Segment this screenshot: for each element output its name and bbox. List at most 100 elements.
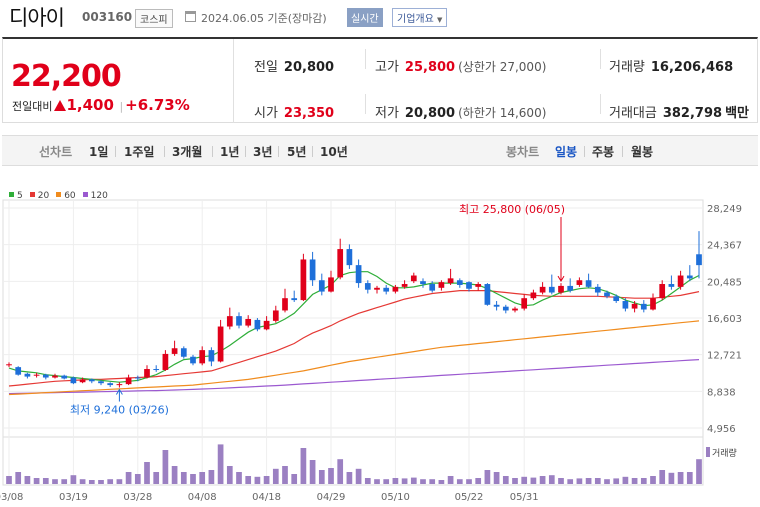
high-label: 고가 — [375, 60, 399, 75]
candle-body — [346, 249, 353, 266]
volume-bar — [493, 472, 500, 484]
period-1y[interactable]: 1년 — [220, 145, 240, 159]
company-info-button[interactable]: 기업개요 ▼ — [392, 8, 448, 27]
period-10y[interactable]: 10년 — [320, 145, 348, 159]
period-1w[interactable]: 1주일 — [124, 145, 155, 159]
y-tick-label: 24,367 — [707, 241, 742, 252]
volume-bar — [502, 476, 509, 484]
candle-body — [98, 381, 104, 384]
candle-body — [263, 320, 270, 330]
candle-body — [576, 280, 583, 285]
candle-body — [659, 284, 666, 299]
volume-bar — [604, 479, 610, 484]
candle-monthly[interactable]: 월봉 — [631, 145, 654, 159]
candle-body — [530, 292, 537, 299]
volume-bar — [208, 470, 215, 484]
volume-bar — [410, 477, 417, 484]
candle-body — [318, 280, 325, 292]
candle-body — [291, 298, 298, 301]
candle-body — [208, 350, 215, 362]
y-tick-label: 16,603 — [707, 314, 742, 325]
chart-legend: 5 20 60 120 — [9, 191, 115, 201]
volume-bar — [318, 470, 325, 484]
separator — [164, 146, 165, 157]
high-price: 고가 25,800 (상한가 27,000) — [375, 56, 546, 75]
separator: | — [119, 100, 124, 113]
divider — [365, 94, 366, 114]
low-label: 저가 — [375, 106, 399, 121]
volume-bar — [263, 476, 270, 484]
volume-bar — [631, 478, 638, 484]
volume-bar — [696, 459, 702, 484]
candle-body — [15, 367, 22, 375]
candle-body — [447, 278, 454, 284]
divider — [600, 49, 601, 69]
volume-bar — [521, 476, 528, 484]
trade-amount: 거래대금 382,798 백만 — [609, 102, 749, 121]
volume-bar — [364, 478, 371, 484]
volume-bar — [61, 479, 68, 484]
period-1d[interactable]: 1일 — [89, 145, 109, 159]
high-arrow-head — [557, 275, 565, 283]
period-3m[interactable]: 3개월 — [172, 145, 203, 159]
realtime-button[interactable]: 실시간 — [347, 8, 383, 27]
candle-body — [383, 287, 390, 292]
candle-body — [613, 296, 620, 302]
x-tick-label: 05/22 — [455, 492, 484, 503]
line-chart-label[interactable]: 선차트 — [39, 145, 73, 159]
candle-daily[interactable]: 일봉 — [555, 145, 578, 159]
volume-bar — [466, 479, 472, 484]
amount-label: 거래대금 — [609, 106, 657, 121]
volume-bar — [33, 478, 40, 484]
upper-limit: (상한가 27,000) — [458, 60, 547, 74]
x-tick-label: 03/28 — [123, 492, 152, 503]
candle-body — [24, 373, 31, 377]
candle-body — [502, 306, 509, 311]
market-badge: 코스피 — [135, 9, 173, 28]
volume-bar — [199, 472, 206, 484]
separator — [278, 146, 279, 157]
period-3y[interactable]: 3년 — [253, 145, 273, 159]
candle-body — [512, 308, 518, 311]
candle-body — [199, 350, 206, 364]
ma120-line — [8, 359, 700, 395]
candle-body — [640, 303, 647, 310]
volume-bar — [15, 472, 22, 484]
candle-body — [466, 282, 472, 289]
volume-bar — [355, 468, 362, 484]
base-date: 2024.06.05 기준(장마감) — [201, 12, 327, 25]
candle-body — [585, 280, 592, 287]
candle-body — [631, 303, 638, 309]
volume-bar — [567, 479, 574, 484]
volume-bar — [180, 472, 187, 484]
candle-body — [567, 285, 574, 291]
volume-bar — [107, 479, 114, 484]
separator — [115, 146, 116, 157]
volume-bar — [171, 466, 178, 484]
volume-bar — [401, 478, 408, 484]
candle-body — [401, 284, 408, 287]
candle-chart-label[interactable]: 봉차트 — [506, 145, 540, 159]
plot-frame — [2, 199, 704, 486]
volume-bar — [42, 478, 49, 484]
period-5y[interactable]: 5년 — [287, 145, 307, 159]
volume-bar — [217, 444, 224, 484]
volume-bar — [346, 472, 353, 484]
candle-body — [686, 275, 693, 279]
candle-body — [116, 384, 123, 386]
volume-bar — [622, 476, 629, 484]
candle-body — [309, 259, 316, 281]
volume-label: 거래량 — [609, 60, 645, 75]
divider — [233, 39, 234, 123]
volume-bar — [383, 479, 390, 484]
candle-body — [604, 292, 610, 297]
volume-bar — [576, 478, 583, 484]
volume-bar — [420, 479, 426, 484]
volume-bar — [6, 476, 12, 484]
candle-weekly[interactable]: 주봉 — [592, 145, 615, 159]
candle-body — [475, 284, 482, 287]
candle-body — [107, 383, 114, 386]
candle-body — [337, 249, 344, 278]
ma60-line — [8, 320, 700, 396]
